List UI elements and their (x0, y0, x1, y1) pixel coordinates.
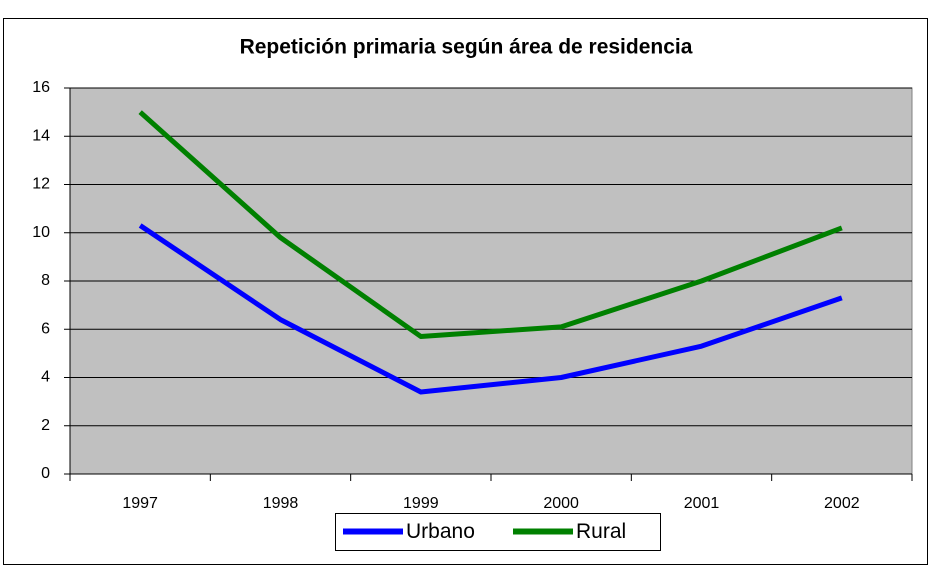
legend-label: Urbano (406, 520, 475, 543)
x-tick-label: 1999 (403, 495, 439, 512)
y-tick-label: 6 (41, 320, 50, 337)
y-tick-label: 16 (32, 79, 50, 96)
y-tick-label: 14 (32, 127, 50, 144)
data-line (138, 223, 843, 395)
chart-title: Repetición primaria según área de reside… (240, 36, 693, 59)
x-tick-label: 1997 (122, 495, 158, 512)
x-tick-label: 1998 (263, 495, 299, 512)
x-tick-label: 2001 (684, 495, 720, 512)
x-tick-label: 2002 (824, 495, 860, 512)
y-tick-label: 12 (32, 176, 50, 193)
data-line (138, 110, 843, 339)
x-tick-label: 2000 (543, 495, 579, 512)
y-tick-label: 2 (41, 417, 50, 434)
y-tick-label: 8 (41, 272, 50, 289)
y-tick-label: 4 (41, 369, 50, 386)
legend-label: Rural (576, 520, 626, 543)
y-tick-label: 0 (41, 465, 50, 482)
y-tick-label: 10 (32, 224, 50, 241)
